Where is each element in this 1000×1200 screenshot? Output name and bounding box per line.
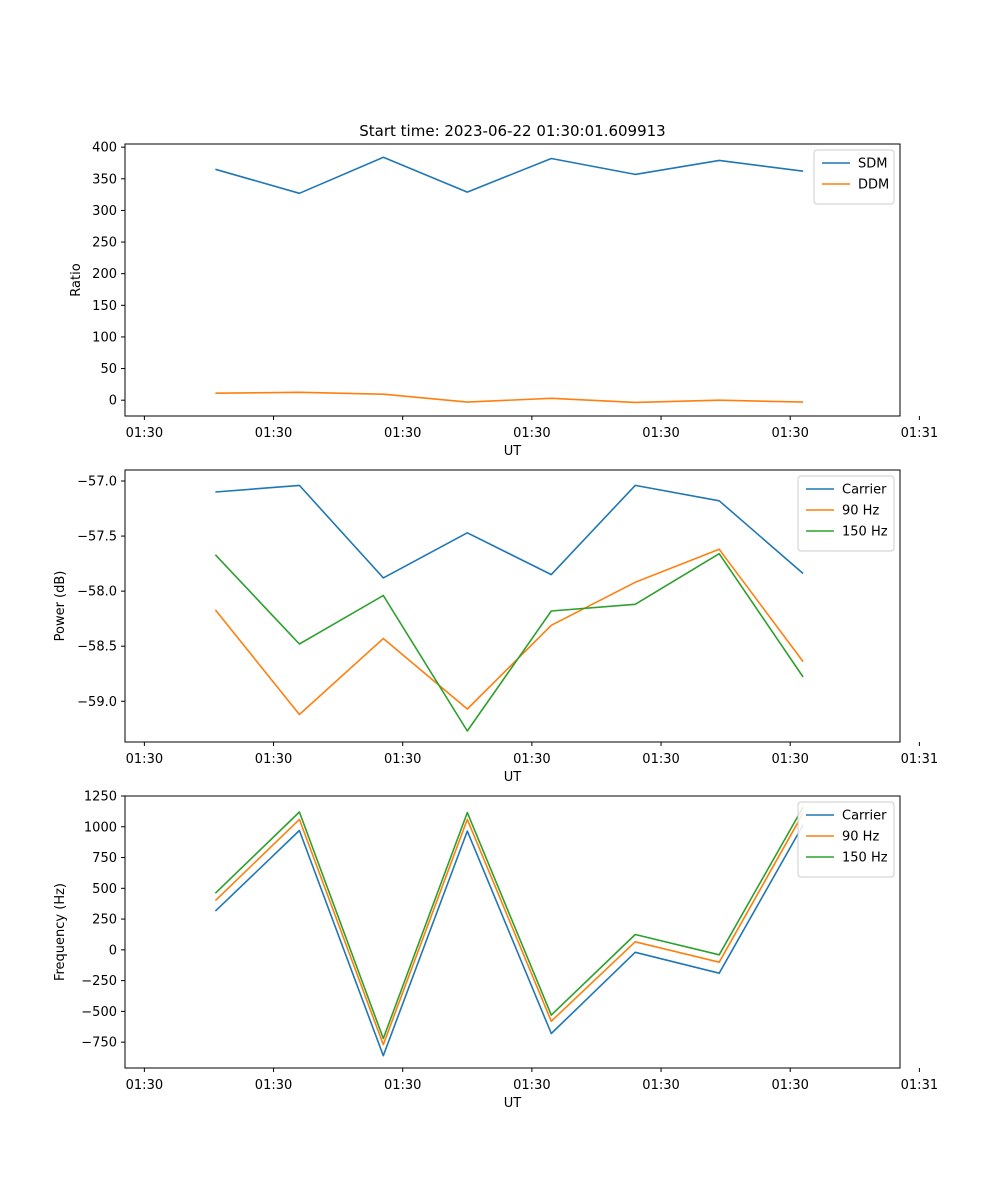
y-tick-label: 0: [109, 394, 117, 409]
x-tick-label: 01:30: [771, 752, 808, 767]
x-tick-label: 01:31: [901, 1078, 938, 1093]
legend-label: 90 Hz: [842, 504, 879, 519]
y-tick-label: 50: [100, 362, 117, 377]
y-tick-label: −500: [81, 1005, 117, 1020]
legend: Carrier 90 Hz 150 Hz: [797, 801, 895, 878]
x-tick-label: 01:30: [255, 752, 292, 767]
x-tick-label: 01:31: [901, 752, 938, 767]
y-tick-label: −57.0: [77, 475, 117, 490]
x-tick-label: 01:30: [126, 1078, 163, 1093]
legend: Carrier 90 Hz 150 Hz: [797, 475, 895, 552]
chart-1: 01:30 01:30 01:30 01:30 01:30 01:30 01:31 0 50 10…: [69, 122, 938, 459]
x-tick-label: 01:30: [513, 426, 550, 441]
y-axis-label: Power (dB): [53, 571, 68, 642]
y-tick-label: 400: [92, 141, 117, 156]
legend-box: [797, 801, 895, 878]
axes-frame: [124, 143, 901, 417]
y-tick-label: −58.5: [77, 640, 117, 655]
y-tick-label: 250: [92, 236, 117, 251]
x-tick-label: 01:30: [513, 1078, 550, 1093]
x-axis-label: UT: [504, 770, 522, 785]
y-tick-label: 0: [109, 943, 117, 958]
legend-label: 150 Hz: [842, 525, 888, 540]
x-tick-label: 01:30: [771, 426, 808, 441]
legend: SDM DDM: [813, 149, 895, 205]
y-tick-label: 250: [92, 913, 117, 928]
x-tick-label: 01:30: [255, 426, 292, 441]
x-tick-label: 01:30: [384, 1078, 421, 1093]
series-line-90-hz: [214, 812, 804, 1046]
y-tick-label: 150: [92, 299, 117, 314]
series-line-sdm: [215, 156, 804, 195]
x-tick-label: 01:30: [642, 1078, 679, 1093]
x-tick-label: 01:30: [642, 426, 679, 441]
y-tick-label: 350: [92, 172, 117, 187]
x-tick-label: 01:30: [384, 752, 421, 767]
y-tick-label: 200: [92, 267, 117, 282]
x-tick-label: 01:30: [513, 752, 550, 767]
y-tick-label: 1250: [84, 790, 117, 805]
y-axis-label: Ratio: [69, 263, 84, 296]
x-tick-label: 01:31: [901, 426, 938, 441]
series-line-carrier: [215, 484, 804, 579]
y-axis-label: Frequency (Hz): [53, 883, 68, 981]
axes-frame: [124, 795, 901, 1069]
chart-3: 01:30 01:30 01:30 01:30 01:30 01:30 01:31 −750 −…: [53, 790, 938, 1112]
y-tick-label: 500: [92, 882, 117, 897]
x-axis-label: UT: [504, 444, 522, 459]
x-tick-label: 01:30: [771, 1078, 808, 1093]
x-tick-label: 01:30: [642, 752, 679, 767]
x-axis-label: UT: [504, 1096, 522, 1111]
x-tick-label: 01:30: [126, 752, 163, 767]
legend-label: 90 Hz: [842, 830, 879, 845]
legend-box: [797, 475, 895, 552]
chart-title: Start time: 2023-06-22 01:30:01.609913: [359, 122, 665, 140]
series-line-90-hz: [214, 548, 804, 716]
y-tick-label: 100: [92, 330, 117, 345]
x-tick-label: 01:30: [384, 426, 421, 441]
chart-2: 01:30 01:30 01:30 01:30 01:30 01:30 01:31 −59.0…: [53, 469, 938, 785]
y-tick-label: −250: [81, 974, 117, 989]
series-line-carrier: [214, 824, 804, 1057]
axes-frame: [124, 469, 901, 743]
series-line-150-hz: [214, 552, 804, 732]
y-tick-label: 750: [92, 851, 117, 866]
legend-label: DDM: [858, 178, 889, 193]
x-tick-label: 01:30: [126, 426, 163, 441]
series-line-150-hz: [214, 806, 804, 1040]
y-tick-label: −57.5: [77, 530, 117, 545]
legend-label: Carrier: [842, 809, 887, 824]
series-line-ddm: [215, 391, 804, 404]
legend-label: 150 Hz: [842, 851, 888, 866]
legend-label: Carrier: [842, 483, 887, 498]
x-tick-label: 01:30: [255, 1078, 292, 1093]
y-tick-label: −59.0: [77, 695, 117, 710]
y-tick-label: 1000: [84, 820, 117, 835]
y-tick-label: −750: [81, 1036, 117, 1051]
y-tick-label: 300: [92, 204, 117, 219]
legend-label: SDM: [858, 157, 887, 172]
y-tick-label: −58.0: [77, 585, 117, 600]
